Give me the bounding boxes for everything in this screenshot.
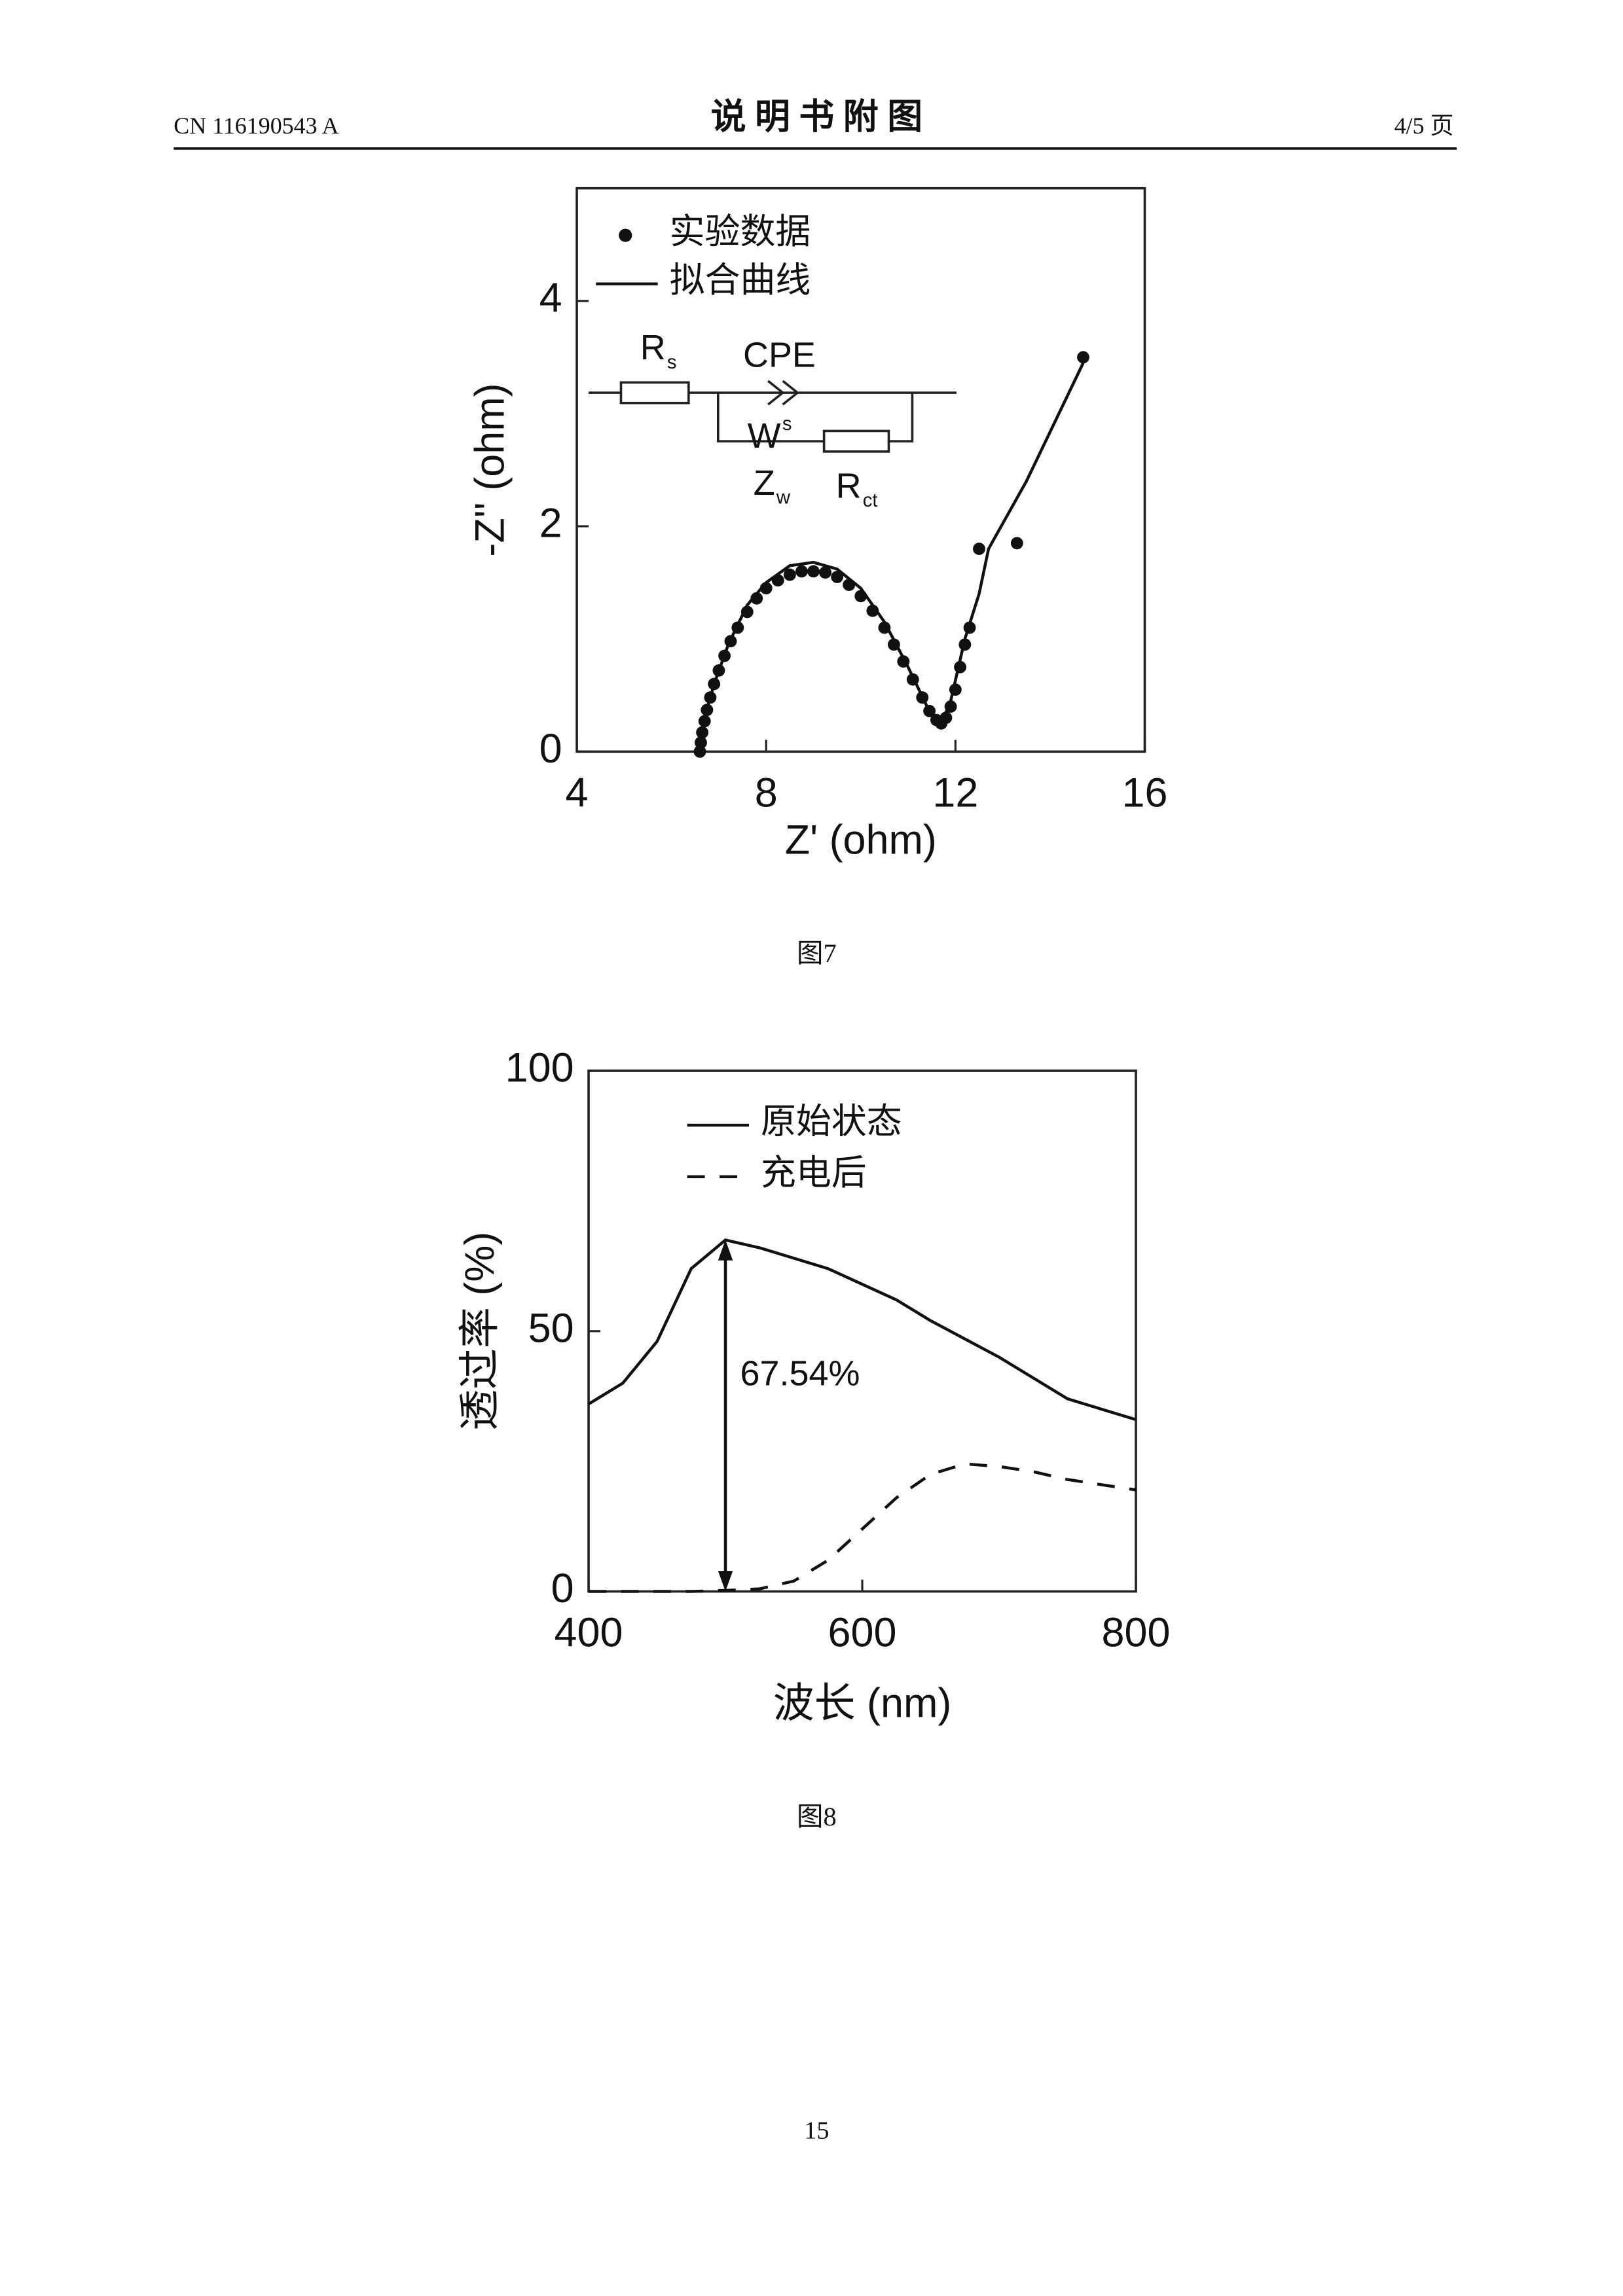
cpe-symbol	[782, 380, 800, 406]
y-axis-label: 透过率 (%)	[457, 1232, 503, 1431]
legend-marker	[619, 228, 632, 242]
circuit-subscript: s	[667, 352, 677, 373]
y-tick-label: 0	[539, 726, 562, 772]
x-tick-label: 8	[755, 770, 778, 816]
data-point	[819, 566, 832, 579]
figure-caption: 图7	[797, 939, 837, 968]
wire	[717, 393, 824, 442]
x-tick-label: 16	[1122, 770, 1168, 816]
data-point	[783, 568, 796, 581]
cpe-symbol	[767, 380, 785, 406]
circuit-label: R	[836, 466, 862, 505]
circuit-label: CPE	[743, 335, 816, 374]
y-tick-label: 4	[539, 275, 562, 321]
page-title: 说 明 书 附 图	[711, 98, 923, 137]
page-count: 4/5 页	[1395, 113, 1454, 139]
arrow-head	[718, 1571, 733, 1592]
plot-frame	[575, 187, 1146, 753]
x-tick-label: 400	[555, 1610, 623, 1656]
legend-label: 充电后	[761, 1153, 867, 1193]
data-point	[1077, 351, 1089, 364]
y-tick-label: 50	[528, 1305, 574, 1351]
arrow-head	[718, 1240, 733, 1261]
legend-label: 原始状态	[761, 1102, 902, 1141]
data-point	[1010, 537, 1023, 550]
y-tick-label: 2	[539, 501, 562, 547]
wire	[888, 393, 914, 442]
data-point	[831, 571, 844, 583]
y-axis-label: -Z'' (ohm)	[467, 383, 513, 556]
data-point	[973, 543, 985, 555]
x-tick-label: 4	[566, 770, 589, 816]
circuit-label: W	[748, 416, 781, 456]
publication-number: CN 116190543 A	[173, 113, 338, 139]
circuit-diagram	[589, 380, 957, 453]
circuit-superscript: s	[782, 414, 792, 435]
annotation-label: 67.54%	[740, 1354, 860, 1393]
x-axis-label: Z' (ohm)	[785, 817, 937, 863]
data-point	[795, 565, 808, 578]
x-axis-label: 波长 (nm)	[773, 1680, 952, 1726]
circuit-subscript: ct	[863, 490, 878, 511]
data-line	[587, 1238, 1137, 1422]
data-line	[589, 1462, 1137, 1593]
y-tick-label: 100	[505, 1045, 574, 1091]
x-tick-label: 800	[1102, 1610, 1171, 1656]
legend-label: 实验数据	[670, 212, 811, 251]
resistor	[619, 381, 690, 404]
circuit-label: Z	[754, 463, 775, 503]
x-tick-label: 12	[932, 770, 978, 816]
circuit-label: R	[640, 328, 666, 367]
data-point	[807, 565, 820, 578]
data-line	[696, 362, 1085, 752]
circuit-subscript: w	[776, 488, 791, 509]
x-tick-label: 600	[828, 1610, 897, 1656]
y-tick-label: 0	[551, 1566, 574, 1611]
figure-caption: 图8	[797, 1802, 837, 1831]
legend-label: 拟合曲线	[670, 260, 811, 300]
page-number: 15	[804, 2117, 829, 2144]
